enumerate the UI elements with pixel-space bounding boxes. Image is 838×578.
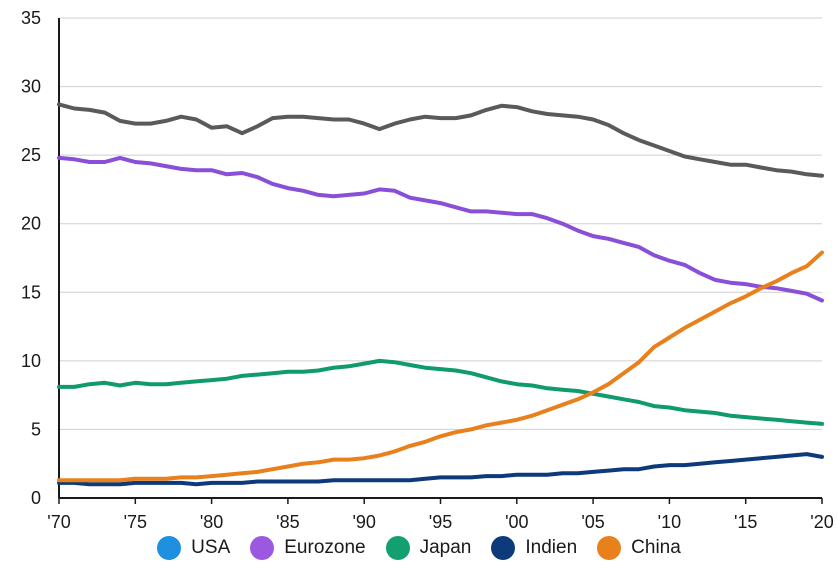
x-tick-label: '80 bbox=[200, 512, 223, 532]
y-tick-label: 30 bbox=[21, 77, 41, 97]
legend: USA Eurozone Japan Indien China bbox=[0, 536, 838, 560]
x-tick-label: '15 bbox=[734, 512, 757, 532]
legend-label: Japan bbox=[419, 537, 472, 558]
y-tick-label: 20 bbox=[21, 214, 41, 234]
x-tick-label: '95 bbox=[429, 512, 452, 532]
gridlines bbox=[59, 17, 822, 430]
legend-item-usa: USA bbox=[157, 536, 230, 560]
legend-label: Indien bbox=[525, 537, 578, 558]
series-line-japan bbox=[57, 358, 824, 426]
y-tick-label: 10 bbox=[21, 351, 41, 371]
series-line-indien bbox=[57, 452, 824, 487]
series-line-eurozone bbox=[57, 155, 824, 303]
legend-swatch-icon bbox=[250, 536, 275, 560]
legend-label: Eurozone bbox=[284, 537, 366, 558]
legend-item-china: China bbox=[597, 536, 681, 560]
y-tick-label: 5 bbox=[31, 419, 41, 439]
legend-label: USA bbox=[191, 537, 231, 558]
y-tick-label: 15 bbox=[21, 282, 41, 302]
legend-swatch-icon bbox=[385, 536, 410, 560]
series-line-china bbox=[57, 250, 824, 483]
axes: 0 5 10 15 20 25 30 35 '70 '75 '80 '85 '90 '95 '00 '05 '1… bbox=[21, 8, 834, 532]
legend-item-eurozone: Eurozone bbox=[250, 536, 366, 560]
x-tick-label: '05 bbox=[581, 512, 604, 532]
x-tick-label: '75 bbox=[124, 512, 147, 532]
x-tick-label: '70 bbox=[47, 512, 70, 532]
y-tick-label: 35 bbox=[21, 8, 41, 28]
x-tick-label: '10 bbox=[658, 512, 681, 532]
y-tick-label: 25 bbox=[21, 145, 41, 165]
legend-item-japan: Japan bbox=[385, 536, 472, 560]
series-lines bbox=[57, 102, 824, 487]
legend-swatch-icon bbox=[157, 536, 182, 560]
y-tick-label: 0 bbox=[31, 488, 41, 508]
x-tick-label: '85 bbox=[276, 512, 299, 532]
legend-swatch-icon bbox=[491, 536, 516, 560]
x-tick-label: '00 bbox=[505, 512, 528, 532]
series-line-usa bbox=[57, 102, 824, 178]
legend-label: China bbox=[631, 537, 681, 558]
legend-swatch-icon bbox=[597, 536, 622, 560]
x-tick-label: '90 bbox=[352, 512, 375, 532]
x-tick-label: '20 bbox=[810, 512, 833, 532]
legend-item-indien: Indien bbox=[491, 536, 577, 560]
